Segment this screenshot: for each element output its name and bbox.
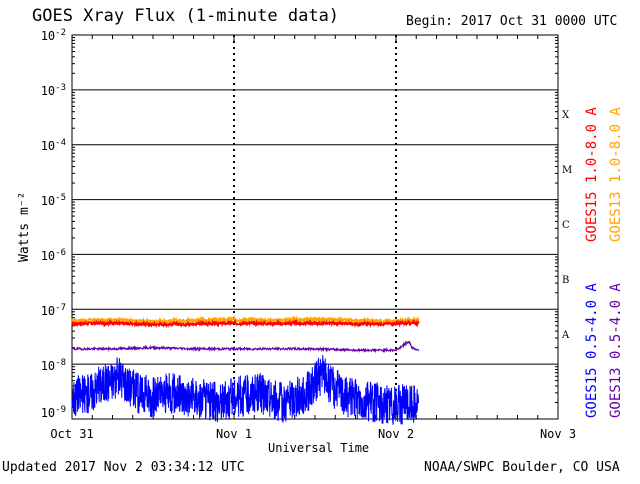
y-tick-label: 10-7 bbox=[40, 303, 66, 318]
legend-goes13-short: GOES13 0.5-4.0 A bbox=[608, 283, 624, 418]
x-tick-label: Nov 3 bbox=[539, 427, 577, 441]
flare-class-label: C bbox=[562, 220, 570, 231]
x-axis-label: Universal Time bbox=[268, 441, 370, 455]
chart-title: GOES Xray Flux (1-minute data) bbox=[32, 6, 340, 26]
flare-class-label: M bbox=[562, 165, 573, 176]
credit-text: NOAA/SWPC Boulder, CO USA bbox=[424, 460, 620, 475]
flare-class-label: A bbox=[562, 330, 570, 341]
legend-goes15-short: GOES15 0.5-4.0 A bbox=[584, 283, 600, 418]
series-line-0 bbox=[71, 318, 420, 329]
legend-goes15-long: GOES15 1.0-8.0 A bbox=[584, 107, 600, 242]
x-tick-label: Oct 31 bbox=[50, 427, 94, 441]
y-tick-label: 10-6 bbox=[40, 248, 66, 263]
updated-timestamp: Updated 2017 Nov 2 03:34:12 UTC bbox=[2, 460, 245, 475]
series-line-3 bbox=[71, 340, 420, 354]
begin-time: Begin: 2017 Oct 31 0000 UTC bbox=[406, 14, 618, 29]
flare-class-label: X bbox=[562, 110, 570, 121]
y-tick-label: 10-8 bbox=[40, 358, 66, 373]
y-tick-label: 10-4 bbox=[40, 138, 66, 153]
flare-class-label: B bbox=[562, 275, 570, 286]
plot-frame bbox=[71, 34, 559, 420]
y-tick-label: 10-3 bbox=[40, 83, 66, 98]
x-tick-label: Nov 2 bbox=[377, 427, 415, 441]
series-line-2 bbox=[71, 354, 419, 425]
x-tick-label: Nov 1 bbox=[215, 427, 253, 441]
legend-goes13-long: GOES13 1.0-8.0 A bbox=[608, 107, 624, 242]
y-tick-label: 10-2 bbox=[40, 28, 66, 43]
y-tick-label: 10-9 bbox=[40, 405, 66, 420]
y-tick-label: 10-5 bbox=[40, 193, 66, 208]
